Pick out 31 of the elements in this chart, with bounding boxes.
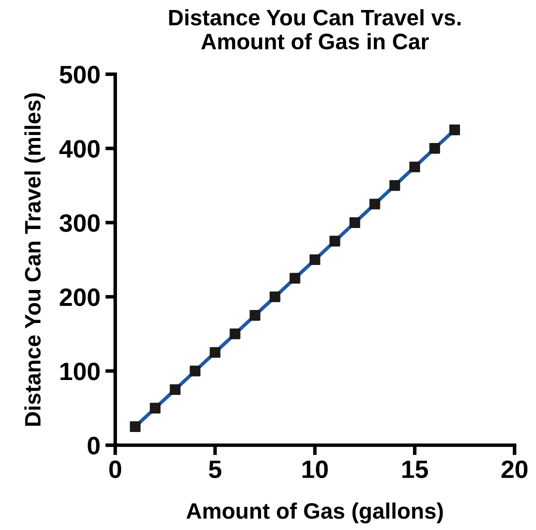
point xyxy=(369,198,380,210)
x-axis-title: Amount of Gas (gallons) xyxy=(186,502,443,524)
point xyxy=(330,236,340,247)
y-axis-title: Distance You Can Travel (miles) xyxy=(24,93,46,426)
y-tick-label: 300 xyxy=(60,214,100,232)
x-tick-label: 5 xyxy=(208,460,222,478)
point xyxy=(170,384,180,395)
point xyxy=(449,124,460,136)
point xyxy=(429,143,440,154)
y-tick-label: 0 xyxy=(88,436,100,455)
x-tick-label: 20 xyxy=(502,460,528,478)
point xyxy=(150,402,161,414)
x-tick-label: 0 xyxy=(109,460,122,478)
point xyxy=(270,291,280,302)
chart-title: Distance You Can Travel vs. Amount of Gas in Car xyxy=(169,9,461,50)
point xyxy=(409,162,420,172)
point xyxy=(290,272,300,284)
y-tick-label: 200 xyxy=(60,288,100,306)
y-tick-label: 100 xyxy=(60,362,100,380)
point xyxy=(130,421,141,432)
x-tick-label: 10 xyxy=(302,460,328,478)
point xyxy=(250,310,260,321)
y-tick-label: 500 xyxy=(60,66,100,84)
point xyxy=(310,254,320,266)
point xyxy=(389,180,400,191)
x-tick-label: 15 xyxy=(402,460,428,478)
point xyxy=(190,366,200,376)
point xyxy=(210,347,220,358)
y-tick-label: 400 xyxy=(59,140,100,158)
point xyxy=(230,328,240,340)
point xyxy=(349,217,360,228)
